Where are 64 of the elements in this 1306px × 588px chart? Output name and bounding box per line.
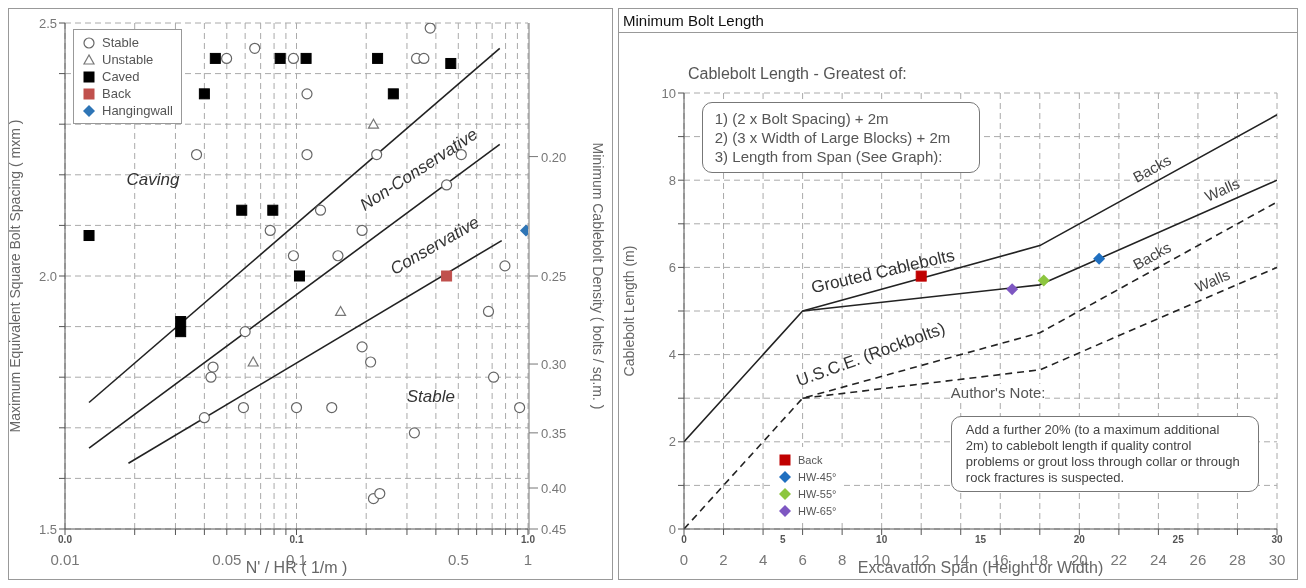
text: 0.30 <box>541 356 567 372</box>
y-tick-label: 6 <box>668 260 676 276</box>
x-tick-label: 4 <box>758 551 768 568</box>
legend-label: HW-45° <box>797 470 837 483</box>
y-tick-label: 2.0 <box>38 268 57 284</box>
text: 1.0 <box>521 534 535 545</box>
x2-tick-label: 15 <box>974 534 987 545</box>
text: Walls <box>1192 265 1233 296</box>
annotation: Grouted Cablebolts <box>809 245 957 298</box>
x-tick-label: 6 <box>798 551 807 568</box>
x-tick-label: 28 <box>1229 551 1246 568</box>
x-tick-label: 1 <box>523 551 533 568</box>
x-tick-label: 0.01 <box>50 551 80 568</box>
x2-tick-label: 25 <box>1172 534 1184 545</box>
y-axis-title: Cablebolt Length (m) <box>620 245 637 377</box>
text: 0.20 <box>541 149 567 165</box>
text: 0.0 <box>58 534 72 545</box>
y-tick-label: 0 <box>668 521 676 537</box>
x2-tick-label: 0 <box>681 534 687 545</box>
x-tick-label: 30 <box>1268 551 1286 568</box>
annotation: 2) (3 x Width of Large Blocks) + 2m <box>714 127 952 147</box>
text: 0.1 <box>289 534 304 545</box>
legend-label: Stable <box>102 35 139 50</box>
y-tick-label: 4 <box>668 347 676 363</box>
legend-label: Caved <box>102 69 140 84</box>
x-tick-label: 0.5 <box>447 551 469 568</box>
x-tick-label: 0.05 <box>212 551 242 568</box>
x-tick-label: 0 <box>679 551 689 568</box>
y2-axis-title: Minimum Cablebolt Density ( bolts / sq.m. ) <box>590 142 606 410</box>
text: 0.25 <box>541 268 567 284</box>
annotation: 3) Length from Span (See Graph): <box>714 146 944 166</box>
legend-label: HW-55° <box>797 487 837 500</box>
x-tick-label: 22 <box>1110 551 1128 568</box>
legend-label: Back <box>102 86 131 101</box>
x2-tick-label: 30 <box>1271 534 1283 545</box>
x-tick-label: 26 <box>1189 551 1207 568</box>
x-tick-label: 2 <box>719 551 728 568</box>
x2-tick-label: 20 <box>1073 534 1085 545</box>
y-tick-label: 2 <box>668 434 676 450</box>
x-tick-label: 8 <box>837 551 847 568</box>
legend-label: HW-65° <box>797 504 837 517</box>
legend-label: Unstable <box>102 52 154 67</box>
y-tick-label: 8 <box>668 172 676 188</box>
annotation: Caving <box>126 169 180 190</box>
annotation: 1) (2 x Bolt Spacing) + 2m <box>714 108 890 128</box>
text: Walls <box>1202 174 1243 205</box>
x-tick-label: 24 <box>1150 551 1167 568</box>
legend-label: Back <box>797 453 823 466</box>
annotation: Author's Note: <box>950 383 1046 401</box>
chart-title: Minimum Bolt Length <box>619 9 1297 33</box>
y-tick-label: 2.5 <box>38 15 57 31</box>
text: 0.40 <box>541 480 567 496</box>
x2-tick-label: 5 <box>780 534 786 545</box>
text: Backs <box>1129 151 1174 186</box>
x2-tick-label: 10 <box>876 534 888 545</box>
annotation: Stable <box>406 387 455 408</box>
text: 0.35 <box>541 425 567 441</box>
text: 0.45 <box>541 521 567 537</box>
text: Cablebolt Length - Greatest of: <box>688 65 907 83</box>
y-axis-title: Maximum Equivalent Square Bolt Spacing ( mxm ) <box>6 119 23 433</box>
annotation: Add a further 20% (to a maximum additional 2m) to cablebolt length if quality control problems or grout loss through collar or through rock fractures is suspected. <box>950 415 1260 492</box>
y-tick-label: 10 <box>661 85 676 101</box>
y-tick-label: 1.5 <box>38 521 57 537</box>
legend-label: Hangingwall <box>102 103 173 118</box>
